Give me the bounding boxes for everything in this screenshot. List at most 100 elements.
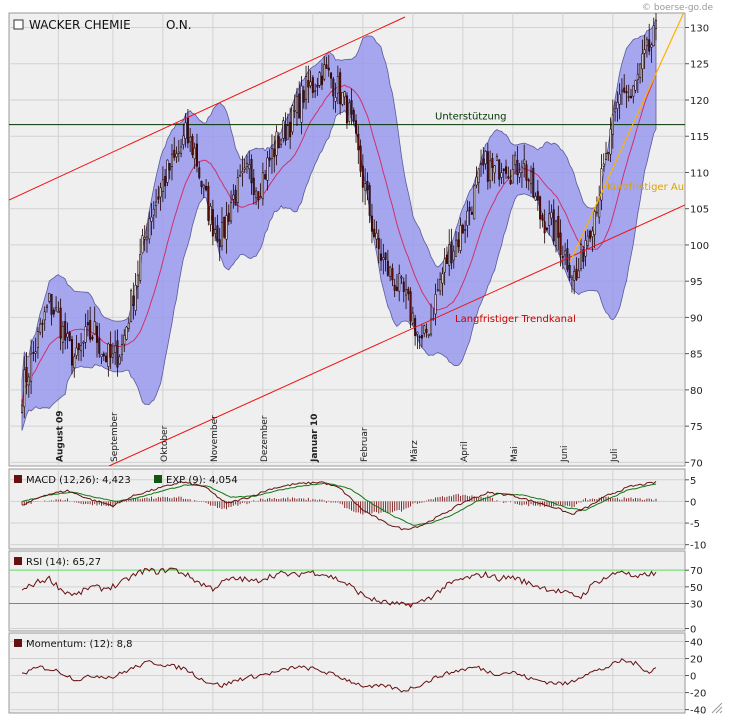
candle-body (330, 72, 333, 79)
candle-body (248, 164, 251, 170)
candle-body (280, 139, 283, 145)
candle-body (375, 232, 378, 240)
candle-body (495, 156, 498, 161)
channel-label: Langfristiger Trendkanal (455, 314, 576, 325)
candle-body (595, 211, 598, 214)
candle-body (91, 336, 94, 340)
candle-body (618, 93, 621, 105)
candle-body (407, 288, 410, 295)
rsi-tick-label: 70 (690, 566, 703, 577)
candle-body (184, 122, 187, 139)
candle-body (89, 320, 92, 340)
candle-body (634, 80, 637, 91)
candle-body (189, 136, 192, 143)
candle-body (264, 174, 267, 180)
candle-body (111, 353, 114, 358)
signal-legend-swatch (154, 475, 162, 483)
candle-body (507, 176, 510, 179)
month-label: Juni (560, 445, 570, 463)
candle-body (168, 163, 171, 171)
candle-body (314, 89, 317, 92)
candle-body (380, 253, 383, 261)
candle-body (366, 181, 369, 191)
candle-body (250, 159, 253, 184)
candle-body (616, 101, 619, 109)
candle-body (466, 210, 469, 226)
candle-body (202, 184, 205, 189)
candle-body (230, 202, 233, 222)
candle-body (411, 312, 414, 324)
month-label: Oktober (160, 425, 170, 462)
candle-body (498, 159, 501, 180)
candle-body (125, 326, 128, 340)
candle-body (186, 117, 189, 144)
candle-body (598, 198, 601, 218)
candle-body (539, 196, 542, 220)
candle-body (82, 341, 85, 344)
candle-body (623, 87, 626, 93)
candle-body (336, 76, 339, 94)
candle-body (468, 207, 471, 212)
candle-body (193, 147, 196, 160)
moving-average-line (21, 73, 657, 406)
candle-body (518, 172, 521, 178)
candle-body (127, 322, 130, 329)
instrument-suffix: O.N. (166, 18, 192, 32)
candle-body (195, 143, 198, 167)
instrument-name: WACKER CHEMIE (29, 18, 131, 32)
candle-body (259, 196, 262, 198)
price-tick-label: 95 (690, 277, 703, 288)
candle-body (393, 284, 396, 291)
candle-body (41, 322, 44, 325)
candle-body (500, 172, 503, 178)
instrument-checkbox[interactable] (13, 19, 24, 30)
candle-body (370, 215, 373, 232)
resize-handle-icon[interactable] (711, 702, 723, 714)
candle-body (368, 185, 371, 216)
momentum-line (21, 657, 657, 693)
candle-body (236, 177, 239, 203)
candle-body (550, 212, 553, 219)
price-tick-label: 75 (690, 422, 703, 433)
rsi-oversold-fill (378, 603, 413, 608)
candle-body (50, 294, 53, 315)
rsi-legend-label: RSI (14): 65,27 (26, 557, 101, 568)
momentum-tick-label: 0 (690, 672, 696, 683)
month-label: September (110, 412, 120, 462)
rsi-tick-label: 50 (690, 583, 703, 594)
candle-body (225, 215, 228, 240)
candle-body (614, 108, 617, 113)
candle-body (643, 49, 646, 54)
candle-body (511, 168, 514, 184)
macd-tick-label: -10 (690, 541, 706, 552)
candle-body (68, 332, 71, 341)
candle-body (430, 318, 433, 335)
candle-body (73, 356, 76, 369)
candle-body (30, 353, 33, 382)
candle-body (570, 276, 573, 280)
candle-body (198, 167, 201, 178)
candle-body (84, 326, 87, 343)
candle-body (316, 84, 319, 88)
candle-body (575, 268, 578, 280)
price-tick-label: 110 (690, 168, 709, 179)
price-tick-label: 80 (690, 386, 703, 397)
candle-body (475, 176, 478, 186)
candle-body (173, 149, 176, 158)
candle-body (277, 136, 280, 149)
macd-y-axis: -10 -5 0 5 (685, 476, 706, 552)
candle-body (548, 213, 551, 226)
candle-body (23, 369, 26, 408)
macd-tick-label: 5 (690, 476, 696, 487)
candle-body (605, 153, 608, 161)
candle-body (20, 404, 24, 413)
signal-legend-label: EXP (9): 4,054 (166, 475, 238, 486)
candle-body (345, 95, 348, 124)
candle-body (136, 274, 139, 287)
candle-body (43, 311, 46, 321)
candle-body (452, 250, 455, 261)
candle-body (245, 163, 248, 167)
candle-body (218, 239, 221, 248)
candle-body (107, 343, 110, 367)
